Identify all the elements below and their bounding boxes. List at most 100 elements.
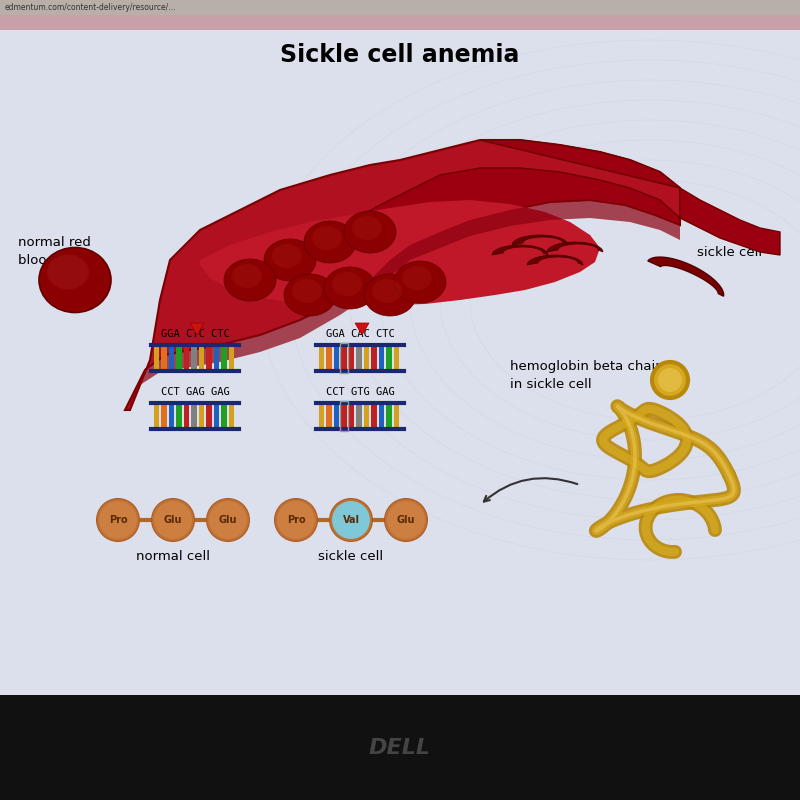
- Bar: [184, 403, 190, 429]
- Ellipse shape: [364, 274, 416, 316]
- Ellipse shape: [284, 274, 336, 316]
- Bar: [0, 15, 800, 30]
- Circle shape: [276, 500, 316, 540]
- Bar: [154, 403, 159, 429]
- Ellipse shape: [372, 279, 402, 303]
- Bar: [356, 345, 362, 371]
- Bar: [326, 403, 332, 429]
- Circle shape: [98, 500, 138, 540]
- Polygon shape: [648, 257, 724, 296]
- Bar: [214, 403, 219, 429]
- Text: normal cell: normal cell: [136, 550, 210, 562]
- Bar: [154, 345, 159, 371]
- Polygon shape: [190, 323, 204, 335]
- Text: hemoglobin beta chain
in sickle cell: hemoglobin beta chain in sickle cell: [510, 360, 664, 391]
- Bar: [356, 403, 362, 429]
- Bar: [0, 0, 800, 15]
- Circle shape: [208, 500, 248, 540]
- Bar: [340, 343, 348, 373]
- Text: sickle cell: sickle cell: [697, 246, 762, 258]
- Ellipse shape: [402, 266, 432, 290]
- Bar: [342, 345, 346, 371]
- Ellipse shape: [39, 247, 111, 313]
- Bar: [214, 345, 219, 371]
- Bar: [342, 403, 346, 429]
- Ellipse shape: [232, 264, 262, 288]
- Text: Glu: Glu: [164, 515, 182, 525]
- Bar: [198, 345, 204, 371]
- Bar: [198, 403, 204, 429]
- Ellipse shape: [47, 254, 89, 290]
- Bar: [162, 345, 166, 371]
- Circle shape: [331, 500, 371, 540]
- Circle shape: [652, 362, 688, 398]
- Polygon shape: [125, 140, 680, 410]
- Text: CCT GTG GAG: CCT GTG GAG: [326, 387, 394, 397]
- Bar: [0, 695, 800, 800]
- Bar: [191, 345, 197, 371]
- Ellipse shape: [224, 259, 276, 301]
- Bar: [229, 403, 234, 429]
- Ellipse shape: [352, 216, 382, 240]
- Bar: [386, 345, 392, 371]
- Bar: [326, 345, 332, 371]
- Ellipse shape: [332, 272, 362, 296]
- Polygon shape: [492, 245, 548, 255]
- Bar: [222, 345, 226, 371]
- Circle shape: [151, 498, 195, 542]
- Bar: [394, 345, 399, 371]
- Polygon shape: [527, 255, 583, 265]
- Bar: [169, 403, 174, 429]
- Text: DELL: DELL: [369, 738, 431, 758]
- Circle shape: [96, 498, 140, 542]
- Circle shape: [153, 500, 193, 540]
- Bar: [378, 345, 384, 371]
- Bar: [229, 345, 234, 371]
- Bar: [206, 403, 212, 429]
- Polygon shape: [130, 200, 680, 410]
- Bar: [222, 403, 226, 429]
- Text: Glu: Glu: [397, 515, 415, 525]
- Bar: [371, 403, 377, 429]
- Text: Glu: Glu: [218, 515, 238, 525]
- Bar: [176, 345, 182, 371]
- Ellipse shape: [264, 239, 316, 281]
- Text: Val: Val: [342, 515, 359, 525]
- Bar: [349, 403, 354, 429]
- Polygon shape: [512, 235, 568, 245]
- Text: edmentum.com/content-delivery/resource/...: edmentum.com/content-delivery/resource/.…: [5, 3, 176, 13]
- Polygon shape: [330, 140, 780, 300]
- Ellipse shape: [272, 244, 302, 268]
- Text: Pro: Pro: [286, 515, 306, 525]
- Bar: [318, 403, 324, 429]
- Ellipse shape: [344, 211, 396, 253]
- Bar: [318, 345, 324, 371]
- Bar: [394, 403, 399, 429]
- Bar: [334, 345, 339, 371]
- Polygon shape: [200, 200, 600, 305]
- Text: Sickle cell anemia: Sickle cell anemia: [280, 43, 520, 67]
- Text: Pro: Pro: [109, 515, 127, 525]
- Bar: [0, 15, 800, 700]
- Circle shape: [384, 498, 428, 542]
- Circle shape: [658, 368, 682, 392]
- Circle shape: [329, 498, 373, 542]
- Polygon shape: [355, 323, 369, 335]
- Text: normal red
blood cell: normal red blood cell: [18, 237, 91, 267]
- Bar: [364, 403, 370, 429]
- Text: sickle cell: sickle cell: [318, 550, 383, 562]
- Bar: [378, 403, 384, 429]
- Text: GGA CAC CTC: GGA CAC CTC: [326, 329, 394, 339]
- Bar: [364, 345, 370, 371]
- Ellipse shape: [312, 226, 342, 250]
- Ellipse shape: [304, 221, 356, 263]
- Bar: [162, 403, 166, 429]
- Circle shape: [274, 498, 318, 542]
- Bar: [184, 345, 190, 371]
- Bar: [349, 345, 354, 371]
- Bar: [206, 345, 212, 371]
- Circle shape: [386, 500, 426, 540]
- Polygon shape: [547, 242, 603, 252]
- Bar: [176, 403, 182, 429]
- Bar: [371, 345, 377, 371]
